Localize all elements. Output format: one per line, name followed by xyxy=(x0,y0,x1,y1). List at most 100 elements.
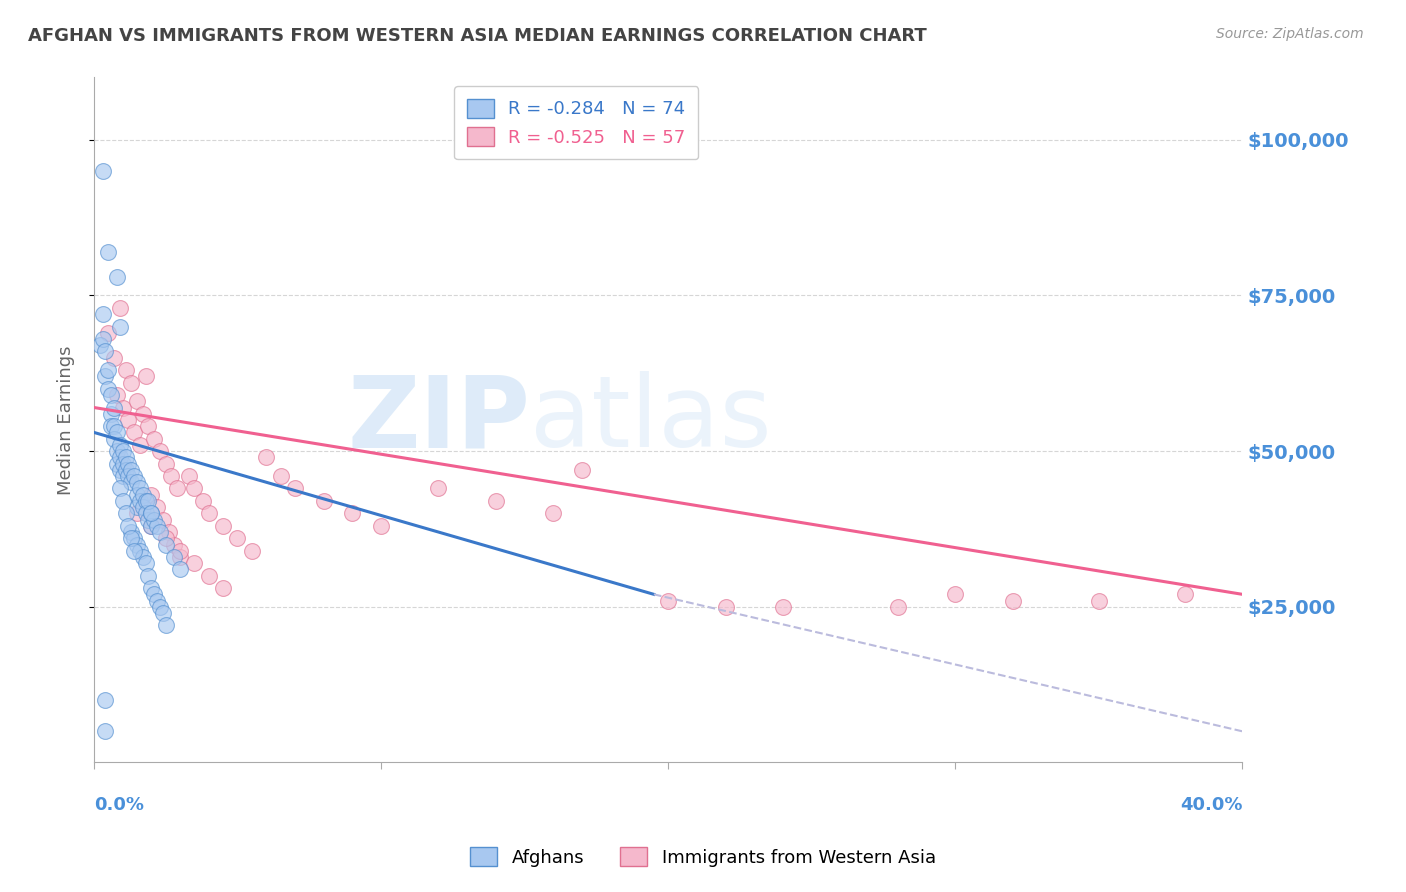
Point xyxy=(163,537,186,551)
Point xyxy=(125,475,148,490)
Point xyxy=(157,524,180,539)
Point xyxy=(1088,593,1111,607)
Point xyxy=(105,269,128,284)
Point xyxy=(169,549,191,564)
Text: 0.0%: 0.0% xyxy=(94,797,143,814)
Point xyxy=(132,488,155,502)
Point xyxy=(772,599,794,614)
Point xyxy=(132,407,155,421)
Point xyxy=(138,568,160,582)
Point xyxy=(108,463,131,477)
Point xyxy=(141,581,163,595)
Point xyxy=(91,164,114,178)
Point xyxy=(128,543,150,558)
Point xyxy=(125,394,148,409)
Point xyxy=(155,457,177,471)
Point xyxy=(146,500,169,515)
Point xyxy=(212,581,235,595)
Point xyxy=(163,549,186,564)
Point xyxy=(108,319,131,334)
Point xyxy=(105,444,128,458)
Point xyxy=(103,432,125,446)
Point xyxy=(114,463,136,477)
Point xyxy=(117,457,139,471)
Point xyxy=(138,419,160,434)
Point xyxy=(132,500,155,515)
Point xyxy=(284,482,307,496)
Point xyxy=(149,444,172,458)
Legend: R = -0.284   N = 74, R = -0.525   N = 57: R = -0.284 N = 74, R = -0.525 N = 57 xyxy=(454,87,699,160)
Point xyxy=(94,344,117,359)
Point xyxy=(128,494,150,508)
Point xyxy=(166,482,188,496)
Point xyxy=(149,524,172,539)
Point xyxy=(138,494,160,508)
Point xyxy=(135,494,157,508)
Point xyxy=(155,531,177,545)
Text: ZIP: ZIP xyxy=(347,371,530,468)
Point xyxy=(143,432,166,446)
Point xyxy=(135,507,157,521)
Point xyxy=(117,469,139,483)
Text: atlas: atlas xyxy=(530,371,772,468)
Point xyxy=(91,307,114,321)
Point xyxy=(155,537,177,551)
Point xyxy=(138,513,160,527)
Point xyxy=(103,401,125,415)
Point xyxy=(169,543,191,558)
Point xyxy=(943,587,966,601)
Point xyxy=(177,469,200,483)
Point xyxy=(125,500,148,515)
Point xyxy=(543,507,565,521)
Point xyxy=(146,593,169,607)
Point xyxy=(197,568,219,582)
Point xyxy=(91,332,114,346)
Point xyxy=(122,531,145,545)
Point xyxy=(120,524,142,539)
Point xyxy=(114,363,136,377)
Point xyxy=(114,507,136,521)
Point xyxy=(122,543,145,558)
Legend: Afghans, Immigrants from Western Asia: Afghans, Immigrants from Western Asia xyxy=(463,840,943,874)
Point xyxy=(141,518,163,533)
Point xyxy=(100,388,122,402)
Point xyxy=(120,475,142,490)
Point xyxy=(97,363,120,377)
Point xyxy=(97,244,120,259)
Point xyxy=(152,606,174,620)
Point xyxy=(97,382,120,396)
Point xyxy=(125,537,148,551)
Point xyxy=(141,507,163,521)
Point xyxy=(108,450,131,465)
Point xyxy=(111,469,134,483)
Point xyxy=(657,593,679,607)
Point xyxy=(108,301,131,315)
Text: AFGHAN VS IMMIGRANTS FROM WESTERN ASIA MEDIAN EARNINGS CORRELATION CHART: AFGHAN VS IMMIGRANTS FROM WESTERN ASIA M… xyxy=(28,27,927,45)
Point xyxy=(94,369,117,384)
Point xyxy=(128,482,150,496)
Point xyxy=(191,494,214,508)
Point xyxy=(160,469,183,483)
Point xyxy=(141,518,163,533)
Point xyxy=(485,494,508,508)
Point xyxy=(183,482,205,496)
Point xyxy=(887,599,910,614)
Point xyxy=(108,482,131,496)
Point xyxy=(111,494,134,508)
Point xyxy=(103,419,125,434)
Point xyxy=(370,518,392,533)
Point xyxy=(714,599,737,614)
Point xyxy=(1001,593,1024,607)
Point xyxy=(111,444,134,458)
Point xyxy=(108,438,131,452)
Point xyxy=(155,618,177,632)
Point xyxy=(571,463,593,477)
Point xyxy=(197,507,219,521)
Point xyxy=(100,407,122,421)
Point xyxy=(89,338,111,352)
Point xyxy=(342,507,364,521)
Point xyxy=(117,413,139,427)
Point xyxy=(103,351,125,365)
Point xyxy=(114,450,136,465)
Point xyxy=(427,482,450,496)
